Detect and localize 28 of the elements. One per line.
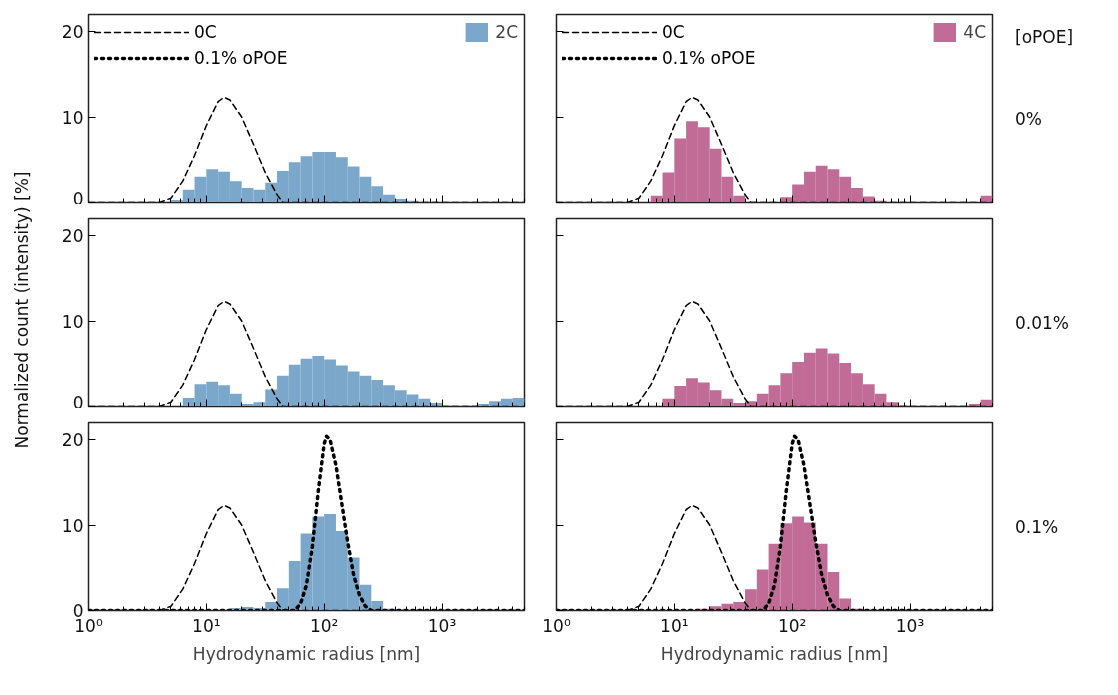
x-tick-label: 10⁰: [542, 615, 571, 636]
x-tick-label: 10¹: [192, 615, 221, 636]
y-tick-label: 20: [61, 430, 84, 451]
y-axis-title: Normalized count (intensity) [%]: [10, 171, 33, 449]
y-tick-label: 10: [61, 515, 84, 536]
text: 0.1%: [1015, 516, 1059, 539]
legend-label: 4C: [963, 22, 986, 42]
x-tick-label: 10¹: [660, 615, 689, 636]
text: [oPOE]: [1015, 26, 1074, 49]
text: 0C: [194, 22, 217, 42]
text: 0.01%: [1015, 312, 1070, 335]
legend-label: 0.1% oPOE: [194, 48, 288, 68]
text: 0%: [1015, 108, 1042, 131]
y-tick-label: 10: [61, 311, 84, 332]
x-axis-title: Hydrodynamic radius [nm]: [660, 643, 889, 664]
x-tick-label: 10³: [427, 615, 457, 636]
x-axis-title: Hydrodynamic radius [nm]: [192, 643, 421, 664]
legend-label: 2C: [495, 22, 518, 42]
x-tick-label: 10³: [895, 615, 925, 636]
y-tick-label: 0: [72, 188, 84, 209]
legend-label: 0.1% oPOE: [662, 48, 756, 68]
x-tick-label: 10²: [309, 615, 339, 636]
y-tick-label: 20: [61, 226, 84, 247]
y-tick-label: 20: [61, 22, 84, 43]
text: 0C: [662, 22, 685, 42]
x-tick-label: 10²: [777, 615, 807, 636]
y-tick-label: 0: [72, 392, 84, 413]
y-tick-label: 10: [61, 107, 84, 128]
